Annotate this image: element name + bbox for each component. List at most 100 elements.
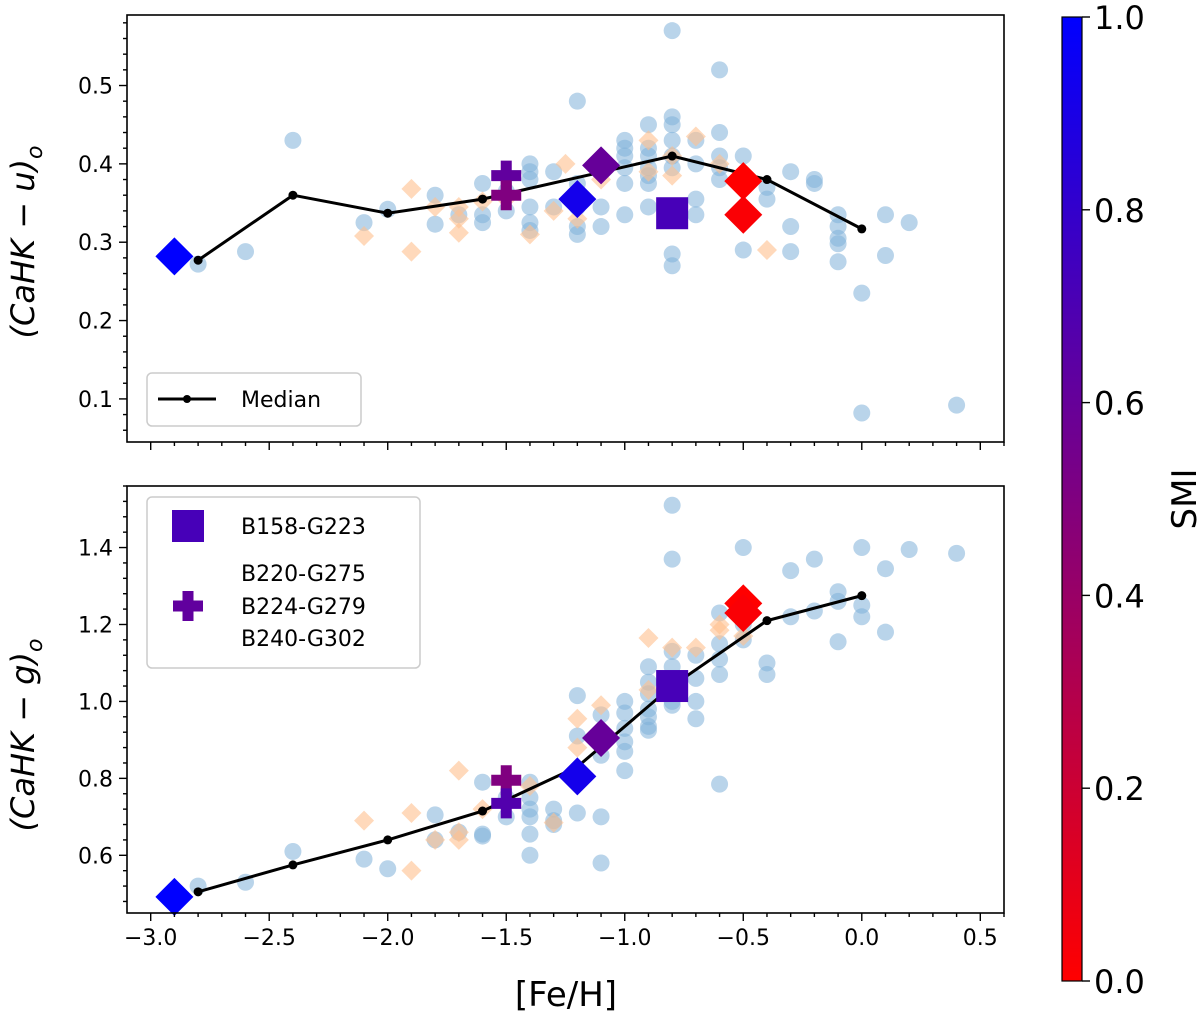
circle-point [829, 253, 847, 271]
circle-point [663, 22, 681, 40]
circle-point [474, 773, 492, 791]
circle-point [805, 550, 823, 568]
median-point [288, 860, 298, 870]
median-point [762, 616, 772, 626]
top-legend: Median [146, 372, 362, 427]
circle-point [639, 116, 657, 134]
legend-b240-label: B240-G302 [241, 627, 366, 652]
highlight-plus [491, 765, 522, 796]
top-y-axis-label: (CaHK − u)o [4, 146, 48, 339]
circle-point [639, 198, 657, 216]
circle-point [782, 562, 800, 580]
top-highlight-points [155, 146, 763, 276]
circle-point [663, 245, 681, 263]
circle-point [426, 806, 444, 824]
circle-point [734, 241, 752, 259]
circle-point [663, 131, 681, 149]
legend-median-dot [183, 395, 191, 403]
circle-point [568, 727, 586, 745]
diamond-point [662, 165, 683, 186]
circle-point [355, 214, 373, 232]
circle-point [758, 190, 776, 208]
x-tick-label: −2.0 [361, 926, 414, 951]
circle-point [592, 854, 610, 872]
colorbar-tick-label: 1.0 [1094, 0, 1145, 37]
circle-point [711, 775, 729, 793]
bottom-x-ticks: −3.0 −2.5 −2.0 −1.5 −1.0 −0.5 0.0 0.5 [124, 913, 1005, 951]
top-x-ticks [150, 442, 1005, 450]
legend-square-marker [172, 510, 204, 542]
highlight-diamond [724, 195, 763, 234]
x-tick-label: −3.0 [124, 926, 177, 951]
diamond-point [638, 679, 659, 700]
diamond-point [638, 627, 659, 648]
circle-point [237, 243, 255, 261]
diamond-point [543, 812, 564, 833]
circle-point [521, 846, 539, 864]
circle-point [900, 214, 918, 232]
diamond-point [519, 224, 540, 245]
circle-point [853, 539, 871, 557]
y-tick-label: 0.4 [78, 153, 113, 178]
x-axis-label: [Fe/H] [515, 975, 617, 1015]
circle-point [426, 215, 444, 233]
bottom-y-axis-label: (CaHK − g)o [4, 639, 48, 832]
circle-point [521, 825, 539, 843]
highlight-diamond [155, 237, 194, 276]
diamond-point [401, 860, 422, 881]
circle-point [474, 214, 492, 232]
colorbar-label: SMI [1165, 469, 1200, 530]
circle-point [734, 539, 752, 557]
circle-point [663, 116, 681, 134]
diamond-point [638, 130, 659, 151]
diamond-point [567, 208, 588, 229]
highlight-diamond [724, 162, 763, 201]
median-point [383, 208, 393, 218]
diamond-point [425, 829, 446, 850]
circle-point [734, 147, 752, 165]
circle-point [829, 218, 847, 236]
circle-point [711, 61, 729, 79]
panel-bottom: −3.0 −2.5 −2.0 −1.5 −1.0 −0.5 0.0 0.5 0.6 0.8 1.0… [4, 485, 1005, 951]
circle-point [616, 174, 634, 192]
highlight-diamond [582, 718, 621, 757]
median-point [193, 255, 203, 265]
circle-point [616, 704, 634, 722]
bottom-plot-frame [126, 485, 1005, 914]
colorbar-ticks: 0.0 0.2 0.4 0.6 0.8 1.0 [1082, 0, 1145, 1001]
circle-point [876, 560, 894, 578]
y-tick-label: 0.8 [78, 767, 113, 792]
colorbar-tick-label: 0.6 [1094, 385, 1145, 423]
x-tick-label: −1.5 [480, 926, 533, 951]
median-point [857, 591, 867, 601]
colorbar-tick-label: 0.4 [1094, 577, 1145, 615]
circle-point [782, 218, 800, 236]
legend-b220-label: B220-G275 [241, 562, 366, 587]
circle-point [687, 206, 705, 224]
circle-point [616, 147, 634, 165]
circle-point [948, 544, 966, 562]
circle-point [782, 163, 800, 181]
x-tick-label: 0.5 [963, 926, 998, 951]
highlight-diamond [558, 180, 597, 219]
circle-point [876, 206, 894, 224]
circle-point [592, 218, 610, 236]
diamond-point [543, 200, 564, 221]
circle-point [829, 633, 847, 651]
y-tick-label: 1.2 [78, 613, 113, 638]
diamond-point [638, 161, 659, 182]
diamond-point [401, 241, 422, 262]
circle-point [853, 284, 871, 302]
circle-point [426, 186, 444, 204]
circle-point [639, 174, 657, 192]
circle-point [616, 762, 634, 780]
circle-point [687, 710, 705, 728]
circle-point [616, 206, 634, 224]
diamond-point [448, 208, 469, 229]
highlight-square [656, 670, 689, 703]
diamond-point [401, 802, 422, 823]
circle-point [284, 842, 302, 860]
colorbar-tick-label: 0.0 [1094, 963, 1145, 1001]
circle-point [711, 124, 729, 142]
